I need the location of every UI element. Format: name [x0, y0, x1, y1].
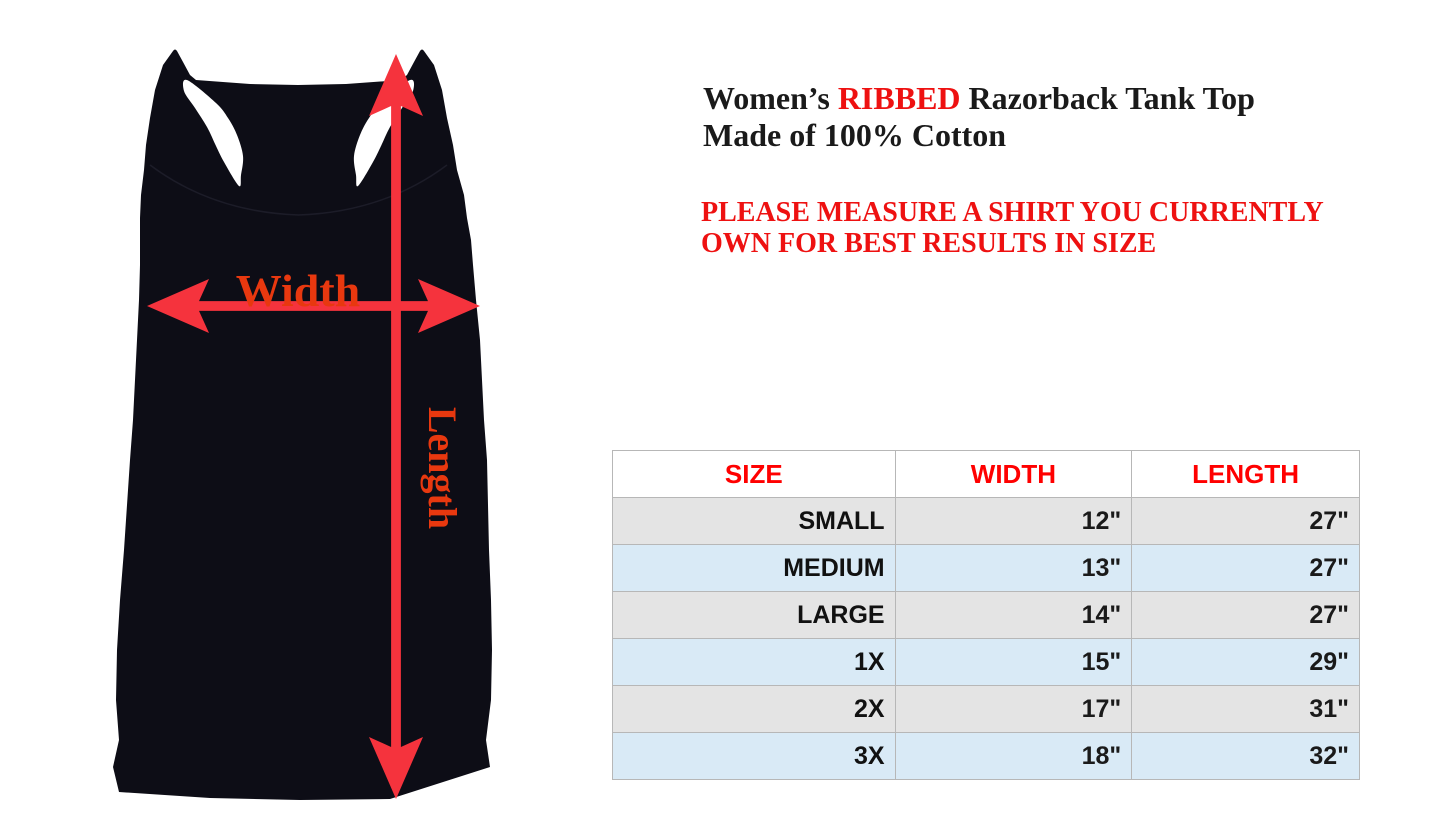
svg-text:Width: Width — [236, 265, 360, 316]
svg-text:Length: Length — [420, 407, 465, 529]
